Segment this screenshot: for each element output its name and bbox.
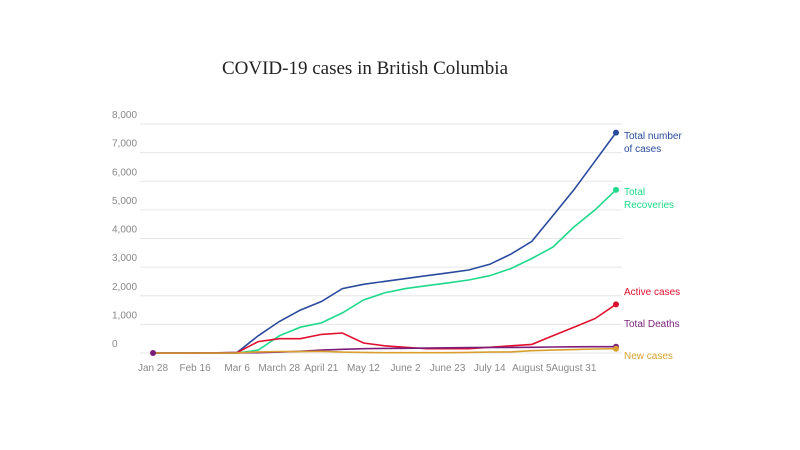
x-tick-label: Feb 16 <box>180 363 212 374</box>
x-tick-label: March 28 <box>258 363 300 374</box>
y-tick-label: 1,000 <box>112 310 137 321</box>
y-tick-label: 7,000 <box>112 139 137 150</box>
x-tick-label: Mar 6 <box>224 363 250 374</box>
y-tick-label: 0 <box>112 339 118 350</box>
y-tick-label: 6,000 <box>112 167 137 178</box>
x-tick-label: June 23 <box>430 363 466 374</box>
x-tick-label: May 12 <box>347 363 380 374</box>
end-dot <box>613 186 619 193</box>
series-label: Active cases <box>624 287 681 298</box>
series-line <box>153 303 617 354</box>
y-tick-label: 5,000 <box>112 196 137 207</box>
end-dot <box>613 129 619 136</box>
x-tick-label: August 31 <box>551 363 596 374</box>
series-line <box>153 132 617 354</box>
series-label: New cases <box>624 351 673 362</box>
x-tick-label: July 14 <box>474 363 506 374</box>
y-tick-label: 2,000 <box>112 282 137 293</box>
series-line <box>153 189 617 354</box>
series-line <box>153 347 617 354</box>
x-tick-label: Jan 28 <box>138 363 168 374</box>
end-dot <box>613 345 619 352</box>
series-label: Total Recoveries <box>624 187 675 211</box>
x-tick-label: August 5 <box>512 363 552 374</box>
x-tick-label: June 2 <box>391 363 421 374</box>
start-dot <box>150 350 156 356</box>
y-tick-label: 4,000 <box>112 225 137 236</box>
y-tick-label: 8,000 <box>112 110 137 121</box>
x-tick-label: April 21 <box>304 363 338 374</box>
series-label: Total number of cases <box>624 131 682 155</box>
series-label: Total Deaths <box>624 319 680 330</box>
end-dot <box>613 301 619 308</box>
y-tick-label: 3,000 <box>112 253 137 264</box>
chart-title: COVID-19 cases in British Columbia <box>222 58 509 79</box>
